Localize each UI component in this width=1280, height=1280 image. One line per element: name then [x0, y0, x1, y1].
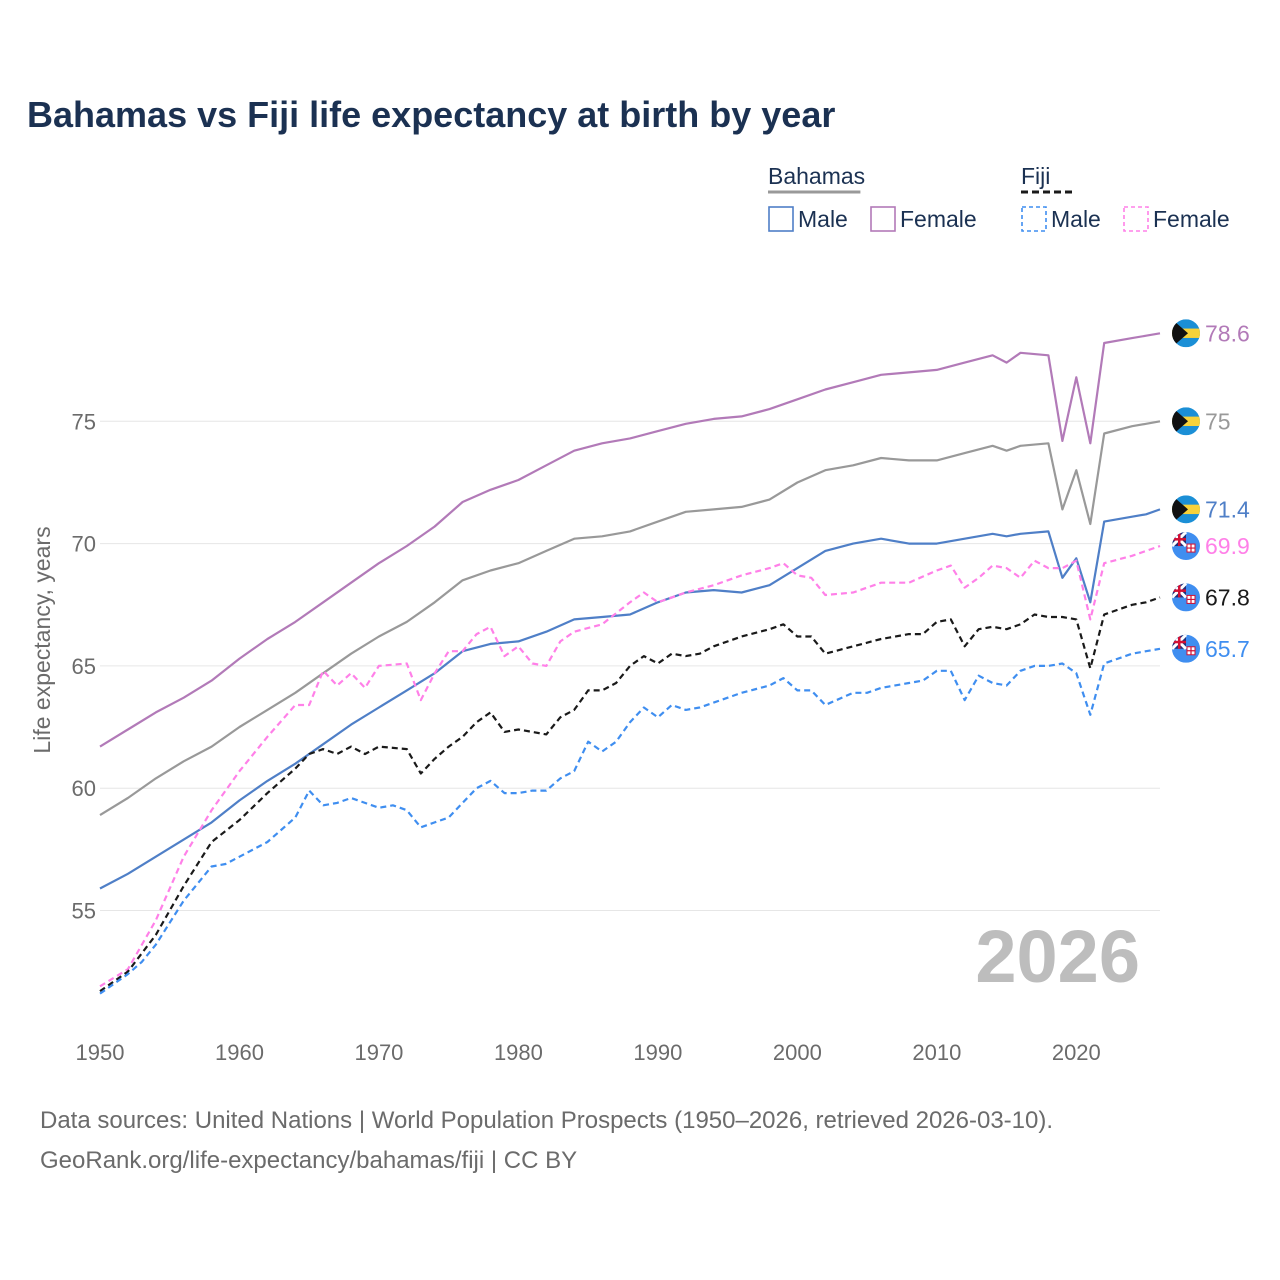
- y-axis-label: Life expectancy, years: [29, 526, 55, 753]
- x-tick-label: 2000: [773, 1040, 822, 1065]
- y-tick-label: 65: [72, 654, 96, 679]
- fiji-flag-icon: [1172, 583, 1200, 612]
- series-line-fiji-total: [99, 596, 1161, 993]
- x-tick-label: 1960: [215, 1040, 264, 1065]
- legend-swatch-fiji-female: [1123, 206, 1149, 232]
- x-tick-label: 1980: [494, 1040, 543, 1065]
- end-value-label-bahamas-female: 78.6: [1205, 320, 1250, 346]
- series-line-bahamas-total: [99, 420, 1161, 817]
- x-tick-label: 1970: [354, 1040, 403, 1065]
- source-link[interactable]: GeoRank.org/life-expectancy/bahamas/fiji…: [40, 1147, 578, 1174]
- y-tick-label: 55: [72, 898, 96, 923]
- bahamas-flag-icon: [1172, 319, 1200, 348]
- bahamas-flag-icon: [1172, 495, 1200, 524]
- end-value-label-bahamas-male: 71.4: [1205, 496, 1250, 522]
- legend-label-fiji-female: Female: [1153, 206, 1230, 232]
- fiji-flag-icon: [1172, 634, 1200, 663]
- legend-label-bahamas-female: Female: [900, 206, 977, 232]
- y-tick-label: 60: [72, 776, 96, 801]
- x-tick-label: 2010: [912, 1040, 961, 1065]
- x-tick-label: 1950: [76, 1040, 125, 1065]
- series-line-bahamas-female: [99, 332, 1161, 748]
- y-tick-label: 75: [72, 409, 96, 434]
- end-value-label-fiji-total: 67.8: [1205, 584, 1250, 610]
- end-value-label-fiji-male: 65.7: [1205, 636, 1250, 662]
- x-tick-label: 1990: [633, 1040, 682, 1065]
- legend-label-fiji-male: Male: [1051, 206, 1101, 232]
- end-value-label-fiji-female: 69.9: [1205, 533, 1250, 559]
- bahamas-flag-icon: [1172, 407, 1200, 436]
- x-tick-label: 2020: [1052, 1040, 1101, 1065]
- y-tick-label: 70: [72, 532, 96, 557]
- legend-group-fiji: Fiji: [1021, 163, 1050, 189]
- end-value-label-bahamas-total: 75: [1205, 408, 1231, 434]
- legend-swatch-fiji-male: [1021, 206, 1047, 232]
- legend-swatch-bahamas-female: [870, 206, 896, 232]
- chart-title: Bahamas vs Fiji life expectancy at birth…: [27, 94, 836, 135]
- legend-swatch-bahamas-male: [768, 206, 794, 232]
- series-line-bahamas-male: [99, 508, 1161, 890]
- data-source-note: Data sources: United Nations | World Pop…: [40, 1107, 1054, 1134]
- year-watermark: 2026: [975, 915, 1140, 998]
- fiji-flag-icon: [1172, 532, 1200, 561]
- legend-group-bahamas: Bahamas: [768, 163, 865, 189]
- legend-label-bahamas-male: Male: [798, 206, 848, 232]
- series-line-fiji-male: [99, 647, 1161, 995]
- series-line-fiji-female: [99, 544, 1161, 988]
